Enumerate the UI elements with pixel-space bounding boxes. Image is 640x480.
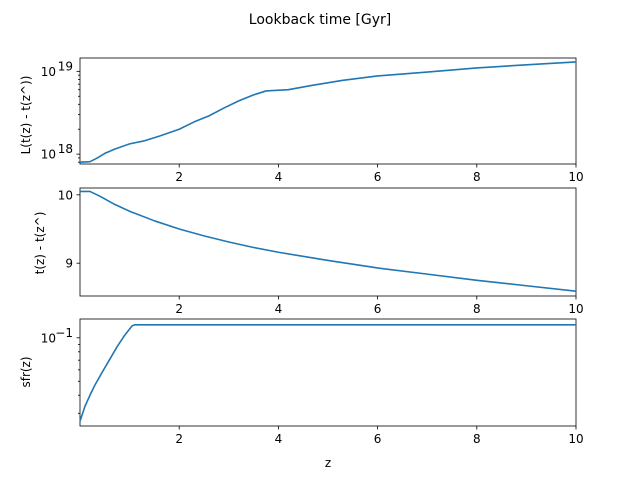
x-tick-label-time-difference-3: 8 bbox=[473, 302, 481, 316]
x-tick-label-luminosity-1: 4 bbox=[275, 170, 283, 184]
series-line-sfr bbox=[79, 324, 576, 422]
y-tick-label-sfr-0: 10 bbox=[41, 331, 56, 345]
x-tick-label-time-difference-1: 4 bbox=[275, 302, 283, 316]
x-tick-label-luminosity-3: 8 bbox=[473, 170, 481, 184]
y-tick-label-luminosity-0: 10 bbox=[41, 148, 56, 162]
x-tick-label-luminosity-0: 2 bbox=[175, 170, 183, 184]
panel-time-difference: t(z) - t(z^) 2 4 6 8 10 9 10 bbox=[33, 187, 584, 316]
y-axis-label-time-difference: t(z) - t(z^) bbox=[33, 212, 47, 275]
plot-frame-luminosity bbox=[79, 57, 577, 165]
x-tick-label-time-difference-2: 6 bbox=[374, 302, 382, 316]
y-tick-label-luminosity-1: 10 bbox=[41, 65, 56, 79]
y-tick-exponent-sfr-0: −1 bbox=[55, 326, 73, 340]
y-axis-label-sfr: sfr(z) bbox=[19, 356, 33, 387]
y-tick-exponent-luminosity-0: 18 bbox=[58, 142, 73, 156]
x-tick-label-sfr-1: 4 bbox=[275, 432, 283, 446]
plot-frame-time-difference bbox=[79, 187, 577, 297]
x-tick-label-time-difference-0: 2 bbox=[175, 302, 183, 316]
x-tick-label-luminosity-4: 10 bbox=[568, 170, 583, 184]
x-tick-label-luminosity-2: 6 bbox=[374, 170, 382, 184]
plot-frame-sfr bbox=[79, 318, 577, 427]
series-line-luminosity bbox=[79, 61, 577, 163]
x-tick-label-time-difference-4: 10 bbox=[568, 302, 583, 316]
x-tick-label-sfr-2: 6 bbox=[374, 432, 382, 446]
y-tick-label-time-difference-0: 9 bbox=[65, 257, 73, 271]
series-line-time-difference bbox=[80, 190, 577, 293]
y-axis-label-luminosity: L(t(z) - t(z^)) bbox=[19, 76, 33, 155]
x-tick-label-sfr-4: 10 bbox=[568, 432, 583, 446]
x-tick-label-sfr-0: 2 bbox=[175, 432, 183, 446]
x-tick-label-sfr-3: 8 bbox=[473, 432, 481, 446]
x-axis-label: z bbox=[325, 456, 331, 470]
y-tick-label-time-difference-1: 10 bbox=[58, 188, 73, 202]
y-tick-exponent-luminosity-1: 19 bbox=[58, 59, 73, 73]
chart-title: Lookback time [Gyr] bbox=[249, 12, 391, 28]
